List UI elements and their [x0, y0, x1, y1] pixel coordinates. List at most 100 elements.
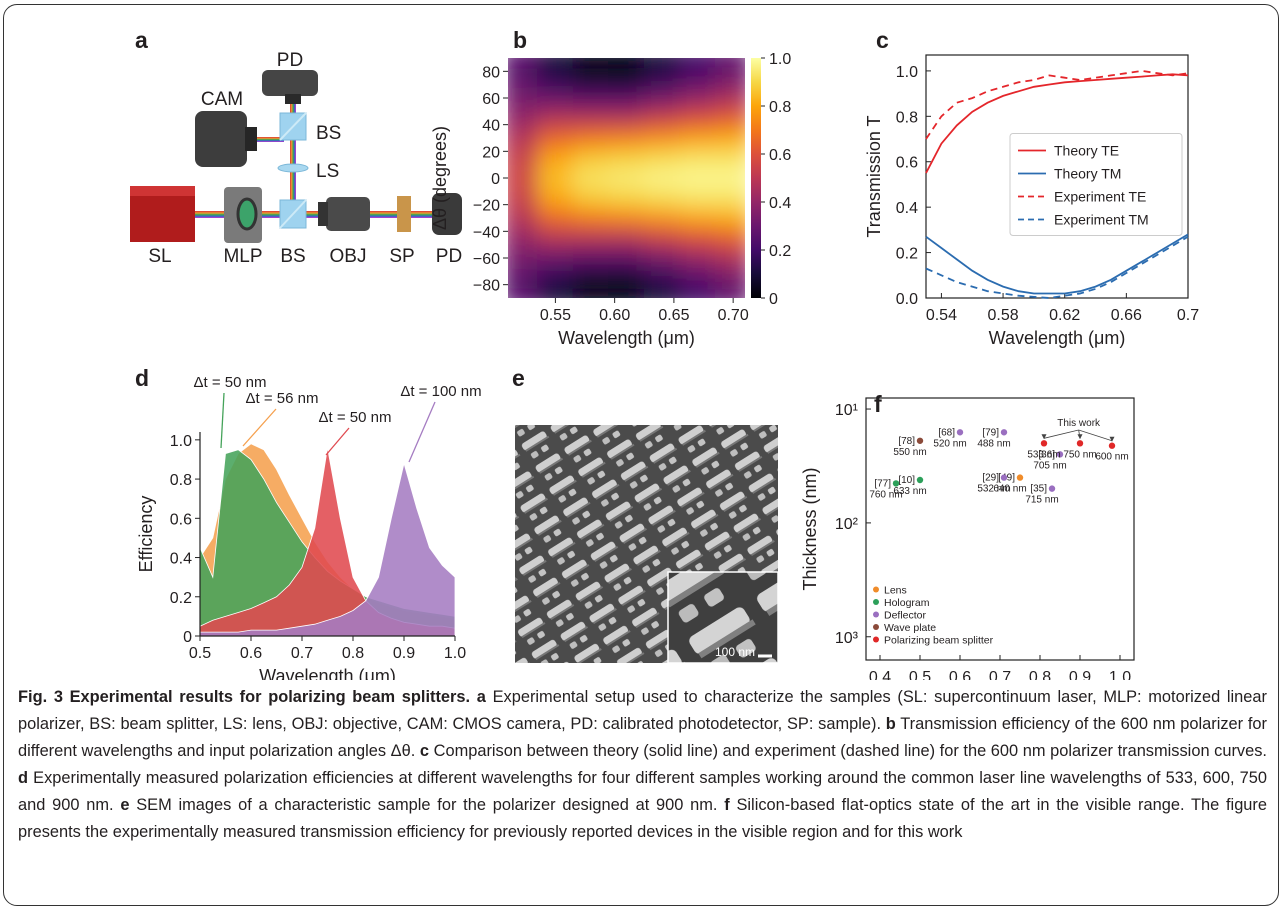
heatmap-cell [714, 67, 745, 89]
annotation-arrow [242, 408, 277, 447]
scatter-point [892, 480, 900, 487]
heatmap-cell [643, 207, 681, 229]
annotation: This work [1057, 418, 1101, 429]
objective [318, 202, 328, 226]
caption-text: Experimental setup used to characterize … [18, 688, 1267, 733]
heatmap-cell [572, 147, 610, 169]
legend-label: Experiment TM [1054, 212, 1149, 228]
point-label: 550 nm [893, 447, 926, 458]
heatmap-cell [643, 87, 681, 109]
heatmap-cell [572, 267, 610, 289]
beam [195, 211, 433, 218]
legend-marker [873, 586, 879, 593]
y-tick-label: 20 [482, 144, 500, 161]
heatmap-cell [572, 227, 610, 249]
panel-label: f [874, 391, 882, 417]
heatmap-cell [643, 247, 681, 269]
heatmap-cell [608, 267, 645, 289]
figure-frame [3, 4, 1279, 906]
heatmap-cell [714, 107, 745, 129]
annotation-arrow [325, 427, 350, 456]
x-tick-label: 0.60 [599, 307, 630, 324]
caption-text: Transmission efficiency of the 600 nm po… [18, 715, 1267, 760]
heatmap-cell [508, 67, 539, 89]
heatmap-cell [537, 107, 574, 129]
line-series [925, 233, 1189, 295]
caption-panel: a [476, 688, 486, 706]
scatter-point [1040, 440, 1048, 447]
sample [397, 196, 411, 232]
heatmap-cell [679, 287, 716, 298]
heatmap-cell [537, 227, 574, 249]
x-axis-label: Wavelength (μm) [558, 328, 695, 348]
sem-inset [667, 571, 779, 664]
x-tick-label: 0.5 [909, 669, 931, 680]
heatmap-cell [643, 58, 681, 69]
x-tick-label: 0.65 [658, 307, 689, 324]
x-tick-label: 0.70 [718, 307, 749, 324]
heatmap-cell [643, 167, 681, 189]
heatmap-cell [643, 147, 681, 169]
heatmap-cell [608, 207, 645, 229]
heatmap-cell [572, 107, 610, 129]
annotation-arrow [1078, 429, 1113, 442]
scatter-point [1000, 429, 1008, 436]
scale-bar-label: 100 nm [715, 645, 755, 659]
x-tick-label: 0.55 [540, 307, 571, 324]
setup-label: LS [316, 161, 339, 182]
y-tick-label: 0.8 [170, 472, 192, 489]
caption-text: Silicon-based flat-optics state of the a… [18, 796, 1267, 841]
colorbar-tick-label: 1.0 [769, 51, 791, 68]
heatmap-cell [572, 167, 610, 189]
beam [250, 137, 284, 142]
camera [245, 127, 257, 151]
arrow-head [1109, 436, 1115, 442]
x-tick-label: 0.62 [1049, 307, 1080, 324]
panel-label: d [135, 365, 149, 391]
caption-panel: c [419, 742, 430, 760]
heatmap-cell [679, 187, 716, 209]
heatmap [508, 58, 745, 298]
heatmap-cell [608, 58, 645, 69]
point-label: 750 nm [1063, 449, 1096, 460]
heatmap-cell [508, 127, 539, 149]
heatmap-cell [679, 58, 716, 69]
heatmap-cell [643, 267, 681, 289]
heatmap-cell [643, 187, 681, 209]
x-tick-label: 1.0 [444, 645, 466, 662]
point-label: 760 nm [869, 489, 902, 500]
y-tick-label: 10¹ [835, 402, 858, 419]
heatmap-cell [714, 247, 745, 269]
arrow-head [1041, 434, 1047, 440]
photodetector [262, 70, 318, 96]
colorbar-tick-label: 0 [769, 291, 778, 308]
x-tick-label: 0.7 [1177, 307, 1199, 324]
legend-box [1009, 133, 1183, 236]
heatmap-cell [608, 67, 645, 89]
heatmap-cell [508, 227, 539, 249]
scatter-point [1016, 474, 1024, 481]
laser [130, 186, 195, 196]
legend-label: Experiment TE [1054, 189, 1146, 205]
y-axis-label: Efficiency [136, 496, 156, 573]
y-tick-label: 1.0 [896, 64, 918, 81]
heatmap-cell [608, 187, 645, 209]
heatmap-cell [679, 147, 716, 169]
heatmap-cell [508, 107, 539, 129]
annotation: Δt = 100 nm [400, 383, 481, 400]
y-tick-label: 10³ [835, 630, 859, 647]
heatmap-cell [714, 147, 745, 169]
scatter-point [916, 437, 924, 444]
heatmap-cell [508, 187, 539, 209]
setup-label: SP [389, 246, 414, 267]
legend-label: Polarizing beam splitter [884, 635, 994, 647]
y-tick-label: 0.2 [896, 246, 918, 263]
setup-diagram: PD CAM BS LS SL MLP BS OBJ SP PD [130, 50, 462, 267]
point-label: 532 nm [977, 484, 1010, 495]
heatmap-cell [572, 127, 610, 149]
caption-title: Fig. 3 Experimental results for polarizi… [18, 688, 471, 706]
lens [277, 163, 309, 173]
scatter-point [1076, 440, 1084, 447]
camera [195, 111, 247, 167]
scatter-point [1056, 451, 1064, 458]
